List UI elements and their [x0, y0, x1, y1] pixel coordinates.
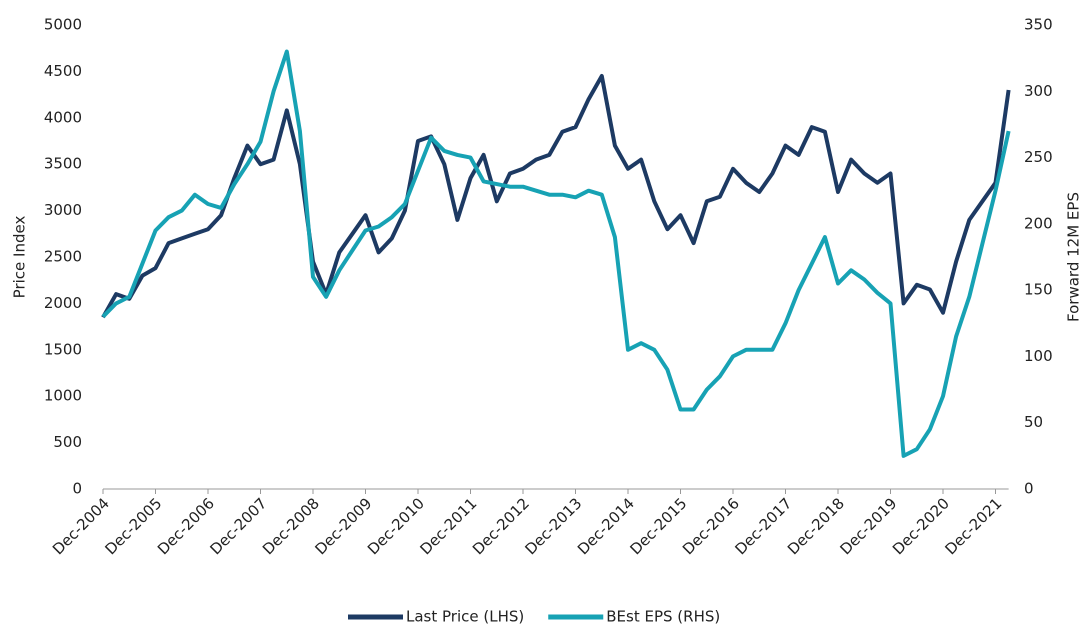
legend-label: BEst EPS (RHS) [606, 608, 720, 626]
y2-tick-label: 100 [1024, 347, 1053, 365]
y-axis-label: Price Index [11, 216, 29, 299]
y-tick-label: 0 [72, 480, 82, 498]
y2-tick-label: 150 [1024, 281, 1053, 299]
y2-tick-label: 200 [1024, 214, 1053, 232]
y-tick-label: 3500 [44, 155, 82, 173]
y-tick-label: 5000 [44, 16, 82, 34]
y-tick-label: 1500 [44, 340, 82, 358]
legend-label: Last Price (LHS) [406, 608, 524, 626]
y-tick-label: 500 [53, 433, 82, 451]
y2-tick-label: 0 [1024, 480, 1034, 498]
y-tick-label: 2500 [44, 248, 82, 266]
y2-tick-label: 50 [1024, 413, 1043, 431]
y-tick-label: 1000 [44, 387, 82, 405]
y2-tick-label: 250 [1024, 148, 1053, 166]
y-tick-label: 2000 [44, 294, 82, 312]
y-tick-label: 3000 [44, 201, 82, 219]
y-tick-label: 4000 [44, 108, 82, 126]
series-line [101, 49, 1011, 458]
y2-tick-label: 350 [1024, 16, 1053, 34]
x-tick-label: Dec-2021 [941, 494, 1005, 558]
y-tick-label: 4500 [44, 62, 82, 80]
y2-tick-label: 300 [1024, 82, 1053, 100]
y2-axis-label: Forward 12M EPS [1065, 192, 1083, 322]
